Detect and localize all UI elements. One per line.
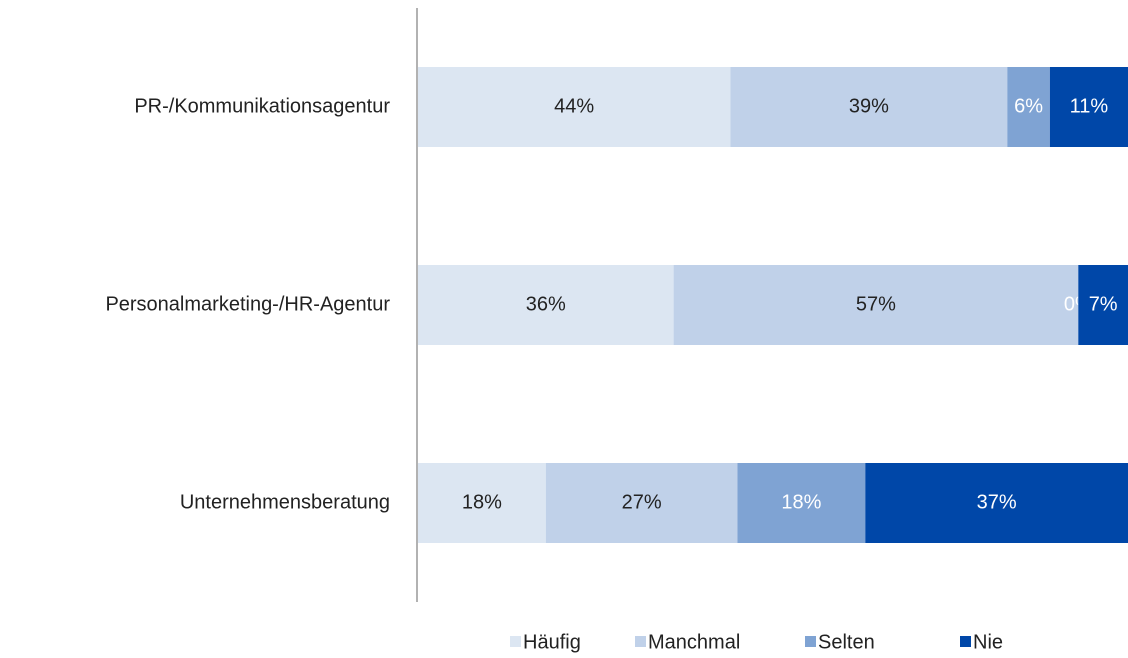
bar-segment xyxy=(1078,265,1128,345)
data-label: 11% xyxy=(1070,95,1109,117)
data-label: 37% xyxy=(977,491,1017,513)
bar-segment xyxy=(1049,67,1128,147)
category-label: Personalmarketing-/HR-Agentur xyxy=(105,293,390,315)
category-label: PR-/Kommunikationsagentur xyxy=(134,95,390,117)
bar-segment xyxy=(737,463,866,543)
data-label: 18% xyxy=(781,491,821,513)
bar-segment xyxy=(673,265,1079,345)
bar-segment xyxy=(418,67,731,147)
category-label: Unternehmensberatung xyxy=(180,491,390,513)
bar-segment xyxy=(1007,67,1050,147)
data-label: 27% xyxy=(622,491,662,513)
data-label: 18% xyxy=(462,491,502,513)
data-label: 44% xyxy=(554,95,594,117)
data-label: 57% xyxy=(856,293,896,315)
legend-swatch xyxy=(960,636,971,647)
bar-segment xyxy=(730,67,1008,147)
data-label: 6% xyxy=(1014,95,1043,117)
legend-swatch xyxy=(510,636,521,647)
data-label: 7% xyxy=(1089,293,1118,315)
bar-segment xyxy=(865,463,1128,543)
data-label: 36% xyxy=(526,293,566,315)
legend-label: Selten xyxy=(818,631,875,653)
legend-swatch xyxy=(805,636,816,647)
bar-segment xyxy=(418,463,546,543)
legend-label: Manchmal xyxy=(648,631,740,653)
legend-label: Häufig xyxy=(523,631,581,653)
bar-segment xyxy=(545,463,738,543)
data-label: 39% xyxy=(849,95,889,117)
legend-label: Nie xyxy=(973,631,1003,653)
bar-segment xyxy=(418,265,674,345)
legend-swatch xyxy=(635,636,646,647)
